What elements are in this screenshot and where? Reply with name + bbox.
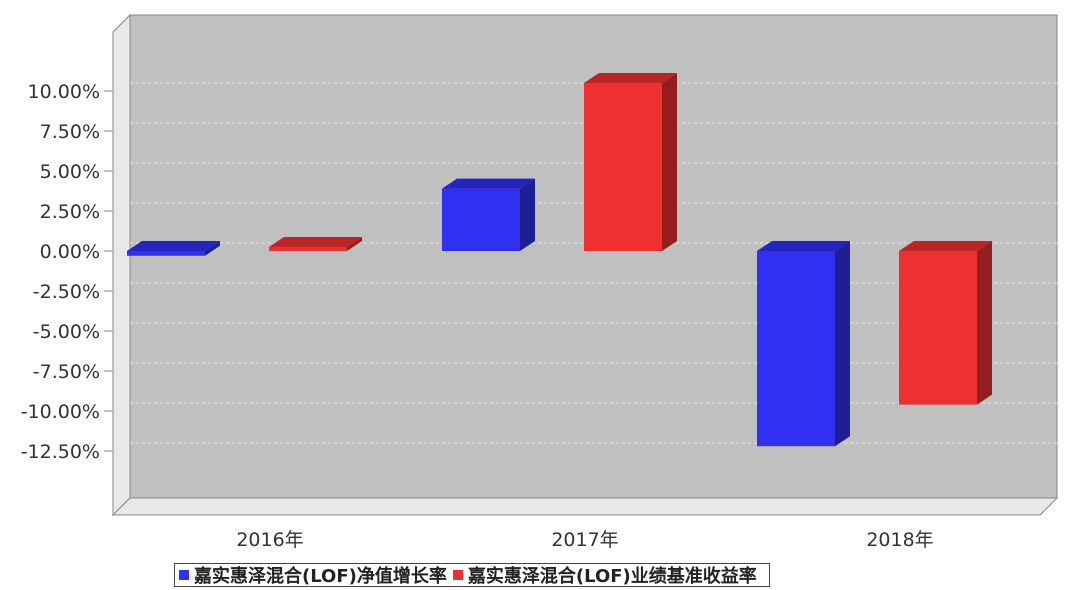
- y-tick-label: -12.50%: [21, 441, 100, 463]
- bar-side: [520, 178, 535, 251]
- x-axis-categories: 2016年 2017年 2018年: [236, 529, 933, 551]
- y-axis-ticks: 10.00% 7.50% 5.00% 2.50% 0.00% -2.50% -5.00% -7…: [21, 81, 113, 463]
- bar-top: [269, 237, 362, 247]
- y-tick-label: 5.00%: [40, 161, 100, 183]
- y-tick-label: -10.00%: [21, 401, 100, 423]
- legend-item-nav: 嘉实惠泽混合(LOF)净值增长率: [179, 562, 447, 588]
- bar-side: [205, 241, 220, 256]
- legend-label-nav: 嘉实惠泽混合(LOF)净值增长率: [194, 566, 447, 587]
- bar-front: [269, 247, 347, 251]
- bar-front: [127, 251, 205, 256]
- bar-nav-0: [127, 241, 220, 256]
- x-category-label: 2016年: [236, 529, 303, 551]
- bar-top: [127, 241, 220, 251]
- bar-benchmark-2: [899, 241, 992, 405]
- x-category-label: 2017年: [551, 529, 618, 551]
- bar-nav-1: [442, 178, 535, 251]
- bar-front: [442, 188, 520, 251]
- bars: [127, 73, 992, 447]
- bar-top: [899, 241, 992, 251]
- y-tick-label: -2.50%: [33, 281, 100, 303]
- bar-benchmark-0: [269, 237, 362, 251]
- bar-front: [899, 251, 977, 405]
- x-category-label: 2018年: [866, 529, 933, 551]
- plot-left-wall: [112, 13, 131, 517]
- legend-label-benchmark: 嘉实惠泽混合(LOF)业绩基准收益率: [467, 566, 757, 587]
- bar-side: [835, 241, 850, 447]
- bar-chart: 10.00% 7.50% 5.00% 2.50% 0.00% -2.50% -5.00% -7…: [21, 13, 1059, 551]
- y-tick-label: -7.50%: [33, 361, 100, 383]
- legend-swatch-red: [452, 570, 463, 580]
- bar-side: [347, 237, 362, 251]
- bar-front: [584, 83, 662, 251]
- bar-benchmark-1: [584, 73, 677, 251]
- y-tick-label: 2.50%: [40, 201, 100, 223]
- y-tick-label: 10.00%: [28, 81, 100, 103]
- bar-top: [442, 178, 535, 189]
- y-tick-label: -5.00%: [33, 321, 100, 343]
- legend-item-benchmark: 嘉实惠泽混合(LOF)业绩基准收益率: [452, 562, 757, 588]
- legend: 嘉实惠泽混合(LOF)净值增长率 嘉实惠泽混合(LOF)业绩基准收益率: [174, 563, 770, 587]
- legend-swatch-blue: [179, 570, 189, 580]
- bar-side: [662, 73, 677, 251]
- bar-top: [584, 73, 677, 83]
- bar-front: [757, 251, 835, 447]
- y-tick-label: 0.00%: [40, 241, 100, 263]
- plot-floor: [111, 497, 1059, 516]
- y-tick-label: 7.50%: [40, 121, 100, 143]
- bar-top: [757, 241, 850, 251]
- bar-side: [977, 241, 992, 405]
- bar-nav-2: [757, 241, 850, 447]
